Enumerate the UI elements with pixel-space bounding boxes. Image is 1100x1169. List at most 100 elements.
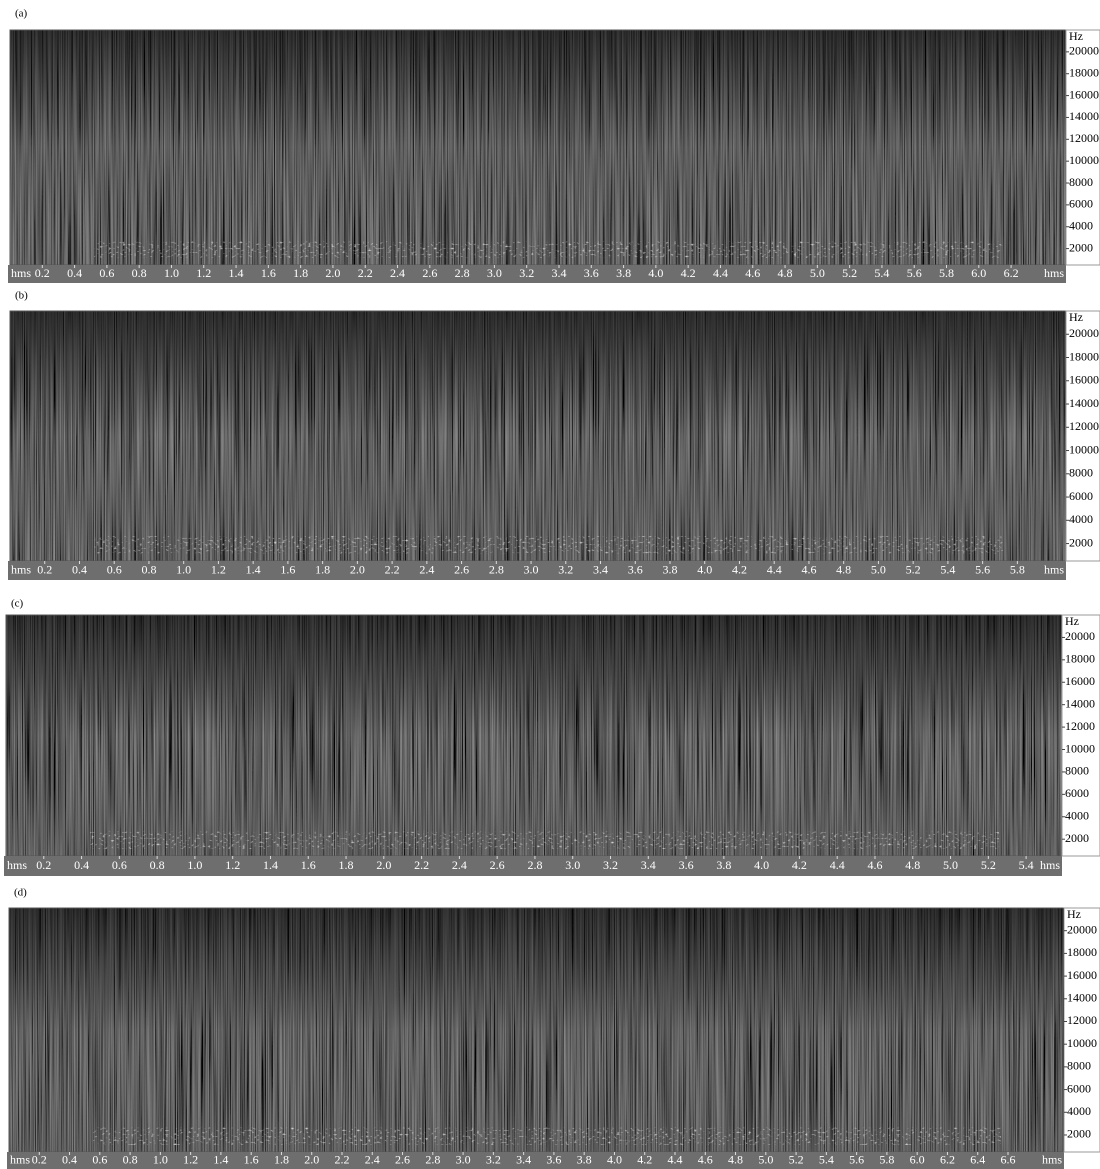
y-tick-label: 2000 bbox=[1069, 240, 1093, 254]
x-tick-label: 4.4 bbox=[667, 1152, 682, 1166]
x-tick-label: 1.4 bbox=[246, 562, 261, 576]
x-tick-label: 4.8 bbox=[778, 266, 793, 280]
x-tick-label: 5.8 bbox=[939, 266, 954, 280]
x-tick-label: 3.0 bbox=[456, 1152, 471, 1166]
x-tick-label: 2.4 bbox=[390, 266, 405, 280]
x-tick-label: 3.4 bbox=[641, 858, 656, 872]
x-tick-label: 2.0 bbox=[376, 858, 391, 872]
x-tick-label: 1.6 bbox=[280, 562, 295, 576]
frequency-unit-label: Hz bbox=[1069, 29, 1083, 43]
frequency-axis bbox=[1063, 907, 1100, 1153]
x-tick-label: 0.2 bbox=[32, 1152, 47, 1166]
x-tick-label: 3.4 bbox=[551, 266, 566, 280]
x-tick-label: 2.4 bbox=[452, 858, 467, 872]
x-tick-label: 5.4 bbox=[819, 1152, 834, 1166]
x-tick-label: 5.0 bbox=[758, 1152, 773, 1166]
y-tick-label: 16000 bbox=[1069, 87, 1099, 101]
x-tick-label: 5.6 bbox=[907, 266, 922, 280]
x-tick-label: 5.2 bbox=[906, 562, 921, 576]
x-tick-label: 2.0 bbox=[350, 562, 365, 576]
x-tick-label: 2.6 bbox=[395, 1152, 410, 1166]
x-tick-label: 0.6 bbox=[92, 1152, 107, 1166]
frequency-axis bbox=[1065, 29, 1100, 266]
y-tick-label: 2000 bbox=[1067, 1127, 1091, 1141]
x-tick-label: 1.2 bbox=[211, 562, 226, 576]
x-tick-label: 3.8 bbox=[616, 266, 631, 280]
time-axis-strip bbox=[8, 265, 1066, 283]
time-axis-strip bbox=[4, 856, 1062, 876]
x-tick-label: 0.6 bbox=[112, 858, 127, 872]
x-tick-label: 1.4 bbox=[213, 1152, 228, 1166]
x-tick-label: 0.8 bbox=[132, 266, 147, 280]
x-tick-label: 4.2 bbox=[792, 858, 807, 872]
panel-label: (a) bbox=[15, 8, 28, 20]
x-tick-label: 5.0 bbox=[810, 266, 825, 280]
y-tick-label: 20000 bbox=[1067, 922, 1097, 936]
x-tick-label: 2.2 bbox=[358, 266, 373, 280]
y-tick-label: 4000 bbox=[1069, 218, 1093, 232]
x-tick-label: 3.6 bbox=[546, 1152, 561, 1166]
x-tick-label: 6.0 bbox=[910, 1152, 925, 1166]
x-tick-label: 3.6 bbox=[628, 562, 643, 576]
x-tick-label: 1.4 bbox=[229, 266, 244, 280]
x-tick-label: 2.0 bbox=[325, 266, 340, 280]
y-tick-label: 18000 bbox=[1069, 349, 1099, 363]
x-tick-label: 3.0 bbox=[487, 266, 502, 280]
y-tick-label: 6000 bbox=[1069, 197, 1093, 211]
time-axis-strip bbox=[8, 561, 1066, 580]
x-tick-label: 6.6 bbox=[1000, 1152, 1015, 1166]
time-unit-label: hms bbox=[10, 1152, 30, 1166]
x-tick-label: 3.2 bbox=[558, 562, 573, 576]
y-tick-label: 12000 bbox=[1065, 719, 1095, 733]
time-unit-label: hms bbox=[1040, 858, 1060, 872]
y-tick-label: 6000 bbox=[1065, 786, 1089, 800]
x-tick-label: 3.4 bbox=[516, 1152, 531, 1166]
y-tick-label: 2000 bbox=[1069, 535, 1093, 549]
frequency-unit-label: Hz bbox=[1067, 907, 1081, 921]
x-tick-label: 4.8 bbox=[836, 562, 851, 576]
y-tick-label: 14000 bbox=[1069, 109, 1099, 123]
panel-label: (c) bbox=[11, 598, 24, 610]
time-unit-label: hms bbox=[11, 562, 31, 576]
y-tick-label: 10000 bbox=[1065, 741, 1095, 755]
y-tick-label: 16000 bbox=[1069, 373, 1099, 387]
spectrogram-energy bbox=[90, 831, 999, 849]
y-tick-label: 12000 bbox=[1067, 1013, 1097, 1027]
spectrogram-top-fade bbox=[10, 311, 1066, 436]
x-tick-label: 4.0 bbox=[648, 266, 663, 280]
x-tick-label: 5.8 bbox=[1010, 562, 1025, 576]
frequency-unit-label: Hz bbox=[1069, 310, 1083, 324]
y-tick-label: 4000 bbox=[1067, 1104, 1091, 1118]
frequency-axis bbox=[1061, 614, 1100, 857]
x-tick-label: 3.2 bbox=[603, 858, 618, 872]
x-tick-label: 1.0 bbox=[153, 1152, 168, 1166]
x-tick-label: 2.6 bbox=[422, 266, 437, 280]
y-tick-label: 20000 bbox=[1069, 326, 1099, 340]
x-tick-label: 4.8 bbox=[905, 858, 920, 872]
y-tick-label: 20000 bbox=[1065, 629, 1095, 643]
x-tick-label: 3.0 bbox=[524, 562, 539, 576]
y-tick-label: 12000 bbox=[1069, 419, 1099, 433]
x-tick-label: 1.6 bbox=[261, 266, 276, 280]
panel-label: (b) bbox=[15, 290, 28, 302]
x-tick-label: 5.4 bbox=[1019, 858, 1034, 872]
x-tick-label: 0.4 bbox=[62, 1152, 77, 1166]
x-tick-label: 2.8 bbox=[527, 858, 542, 872]
x-tick-label: 3.2 bbox=[486, 1152, 501, 1166]
time-unit-label: hms bbox=[1044, 266, 1064, 280]
x-tick-label: 4.2 bbox=[637, 1152, 652, 1166]
y-tick-label: 16000 bbox=[1065, 674, 1095, 688]
x-tick-label: 1.8 bbox=[339, 858, 354, 872]
x-tick-label: 0.6 bbox=[107, 562, 122, 576]
x-tick-label: 2.8 bbox=[455, 266, 470, 280]
spectrogram-top-fade bbox=[9, 908, 1064, 1030]
y-tick-label: 8000 bbox=[1065, 764, 1089, 778]
y-tick-label: 4000 bbox=[1065, 809, 1089, 823]
x-tick-label: 2.2 bbox=[334, 1152, 349, 1166]
x-tick-label: 4.2 bbox=[681, 266, 696, 280]
x-tick-label: 2.6 bbox=[454, 562, 469, 576]
x-tick-label: 0.6 bbox=[99, 266, 114, 280]
y-tick-label: 18000 bbox=[1065, 652, 1095, 666]
y-tick-label: 8000 bbox=[1069, 175, 1093, 189]
